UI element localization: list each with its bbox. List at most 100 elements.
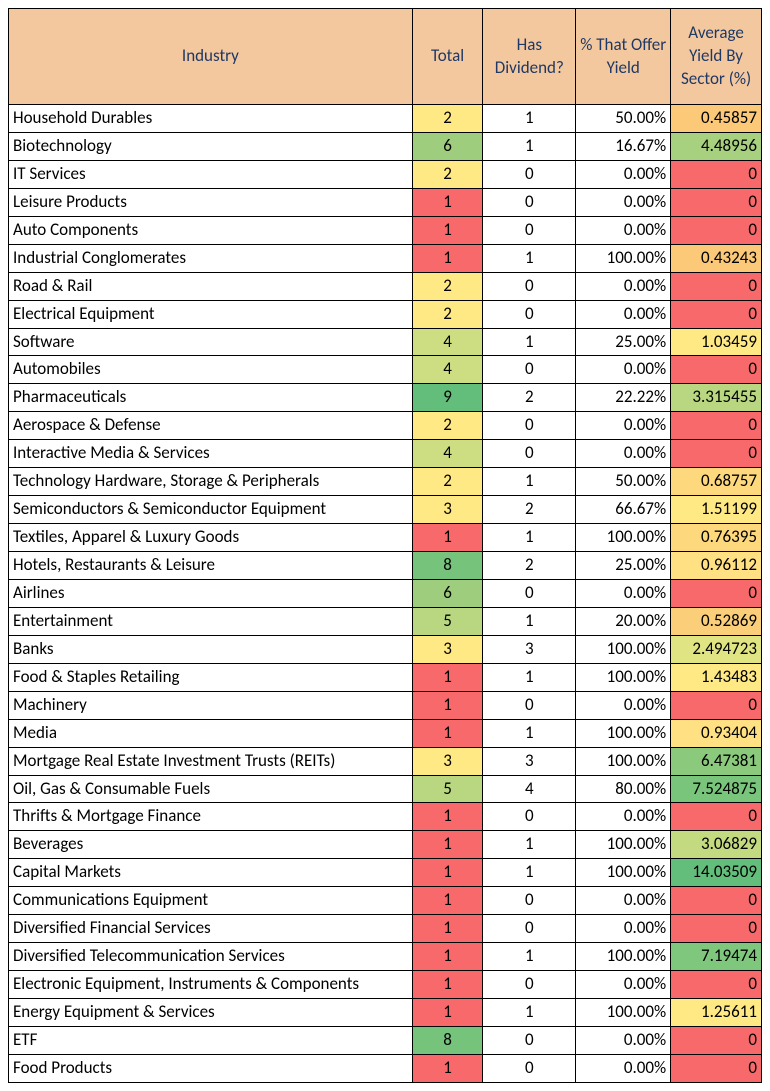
cell-pct-offer-yield: 20.00% bbox=[576, 607, 671, 635]
table-row: Food Products100.00%0 bbox=[9, 1054, 762, 1082]
cell-has-dividend: 1 bbox=[483, 943, 576, 971]
cell-industry: ETF bbox=[9, 1026, 413, 1054]
cell-pct-offer-yield: 100.00% bbox=[576, 747, 671, 775]
cell-has-dividend: 1 bbox=[483, 105, 576, 133]
cell-total: 5 bbox=[412, 607, 483, 635]
cell-has-dividend: 1 bbox=[483, 244, 576, 272]
cell-has-dividend: 0 bbox=[483, 216, 576, 244]
cell-has-dividend: 1 bbox=[483, 132, 576, 160]
cell-avg-yield: 0.68757 bbox=[671, 468, 762, 496]
cell-pct-offer-yield: 0.00% bbox=[576, 1054, 671, 1082]
table-row: Hotels, Restaurants & Leisure8225.00%0.9… bbox=[9, 552, 762, 580]
cell-pct-offer-yield: 0.00% bbox=[576, 1026, 671, 1054]
cell-avg-yield: 2.494723 bbox=[671, 635, 762, 663]
cell-avg-yield: 0 bbox=[671, 356, 762, 384]
table-row: Semiconductors & Semiconductor Equipment… bbox=[9, 496, 762, 524]
cell-has-dividend: 1 bbox=[483, 831, 576, 859]
cell-has-dividend: 0 bbox=[483, 691, 576, 719]
cell-has-dividend: 0 bbox=[483, 1054, 576, 1082]
cell-total: 8 bbox=[412, 1026, 483, 1054]
cell-avg-yield: 4.48956 bbox=[671, 132, 762, 160]
table-row: Automobiles400.00%0 bbox=[9, 356, 762, 384]
cell-industry: Household Durables bbox=[9, 105, 413, 133]
cell-total: 1 bbox=[412, 971, 483, 999]
cell-has-dividend: 0 bbox=[483, 412, 576, 440]
cell-avg-yield: 0.43243 bbox=[671, 244, 762, 272]
table-row: Communications Equipment100.00%0 bbox=[9, 887, 762, 915]
cell-total: 1 bbox=[412, 524, 483, 552]
cell-avg-yield: 0 bbox=[671, 216, 762, 244]
cell-avg-yield: 1.25611 bbox=[671, 999, 762, 1027]
cell-industry: Capital Markets bbox=[9, 859, 413, 887]
cell-industry: Communications Equipment bbox=[9, 887, 413, 915]
cell-pct-offer-yield: 0.00% bbox=[576, 579, 671, 607]
cell-pct-offer-yield: 0.00% bbox=[576, 188, 671, 216]
table-row: Oil, Gas & Consumable Fuels5480.00%7.524… bbox=[9, 775, 762, 803]
cell-pct-offer-yield: 25.00% bbox=[576, 552, 671, 580]
cell-avg-yield: 14.03509 bbox=[671, 859, 762, 887]
table-row: Entertainment5120.00%0.52869 bbox=[9, 607, 762, 635]
cell-total: 3 bbox=[412, 496, 483, 524]
cell-industry: Pharmaceuticals bbox=[9, 384, 413, 412]
cell-industry: Automobiles bbox=[9, 356, 413, 384]
cell-pct-offer-yield: 0.00% bbox=[576, 412, 671, 440]
table-row: ETF800.00%0 bbox=[9, 1026, 762, 1054]
cell-total: 2 bbox=[412, 272, 483, 300]
cell-total: 4 bbox=[412, 328, 483, 356]
cell-total: 1 bbox=[412, 719, 483, 747]
cell-has-dividend: 2 bbox=[483, 384, 576, 412]
cell-pct-offer-yield: 0.00% bbox=[576, 803, 671, 831]
cell-total: 1 bbox=[412, 887, 483, 915]
cell-has-dividend: 1 bbox=[483, 607, 576, 635]
cell-has-dividend: 0 bbox=[483, 803, 576, 831]
cell-has-dividend: 1 bbox=[483, 524, 576, 552]
cell-total: 2 bbox=[412, 412, 483, 440]
table-row: Auto Components100.00%0 bbox=[9, 216, 762, 244]
cell-pct-offer-yield: 80.00% bbox=[576, 775, 671, 803]
cell-industry: Textiles, Apparel & Luxury Goods bbox=[9, 524, 413, 552]
cell-pct-offer-yield: 0.00% bbox=[576, 440, 671, 468]
table-row: Leisure Products100.00%0 bbox=[9, 188, 762, 216]
cell-avg-yield: 7.524875 bbox=[671, 775, 762, 803]
cell-industry: Airlines bbox=[9, 579, 413, 607]
cell-has-dividend: 0 bbox=[483, 188, 576, 216]
cell-has-dividend: 0 bbox=[483, 887, 576, 915]
cell-has-dividend: 0 bbox=[483, 160, 576, 188]
cell-avg-yield: 0 bbox=[671, 915, 762, 943]
table-row: Banks33100.00%2.494723 bbox=[9, 635, 762, 663]
cell-pct-offer-yield: 100.00% bbox=[576, 831, 671, 859]
header-avg-yield: Average Yield By Sector (%) bbox=[671, 9, 762, 105]
cell-pct-offer-yield: 0.00% bbox=[576, 356, 671, 384]
table-row: Textiles, Apparel & Luxury Goods11100.00… bbox=[9, 524, 762, 552]
cell-has-dividend: 4 bbox=[483, 775, 576, 803]
cell-total: 1 bbox=[412, 663, 483, 691]
cell-total: 2 bbox=[412, 160, 483, 188]
cell-has-dividend: 0 bbox=[483, 272, 576, 300]
cell-avg-yield: 3.06829 bbox=[671, 831, 762, 859]
cell-avg-yield: 6.47381 bbox=[671, 747, 762, 775]
cell-has-dividend: 0 bbox=[483, 356, 576, 384]
cell-total: 3 bbox=[412, 747, 483, 775]
cell-industry: Media bbox=[9, 719, 413, 747]
cell-total: 1 bbox=[412, 999, 483, 1027]
cell-avg-yield: 0 bbox=[671, 803, 762, 831]
cell-pct-offer-yield: 0.00% bbox=[576, 971, 671, 999]
cell-total: 1 bbox=[412, 691, 483, 719]
cell-avg-yield: 0.76395 bbox=[671, 524, 762, 552]
cell-has-dividend: 1 bbox=[483, 719, 576, 747]
table-row: Electrical Equipment200.00%0 bbox=[9, 300, 762, 328]
cell-industry: Electronic Equipment, Instruments & Comp… bbox=[9, 971, 413, 999]
cell-industry: Leisure Products bbox=[9, 188, 413, 216]
table-header-row: Industry Total Has Dividend? % That Offe… bbox=[9, 9, 762, 105]
cell-industry: Auto Components bbox=[9, 216, 413, 244]
cell-pct-offer-yield: 100.00% bbox=[576, 524, 671, 552]
cell-avg-yield: 7.19474 bbox=[671, 943, 762, 971]
cell-pct-offer-yield: 16.67% bbox=[576, 132, 671, 160]
cell-avg-yield: 0.93404 bbox=[671, 719, 762, 747]
cell-industry: Technology Hardware, Storage & Periphera… bbox=[9, 468, 413, 496]
header-total: Total bbox=[412, 9, 483, 105]
cell-avg-yield: 0 bbox=[671, 300, 762, 328]
cell-industry: Semiconductors & Semiconductor Equipment bbox=[9, 496, 413, 524]
cell-total: 1 bbox=[412, 216, 483, 244]
cell-total: 1 bbox=[412, 188, 483, 216]
